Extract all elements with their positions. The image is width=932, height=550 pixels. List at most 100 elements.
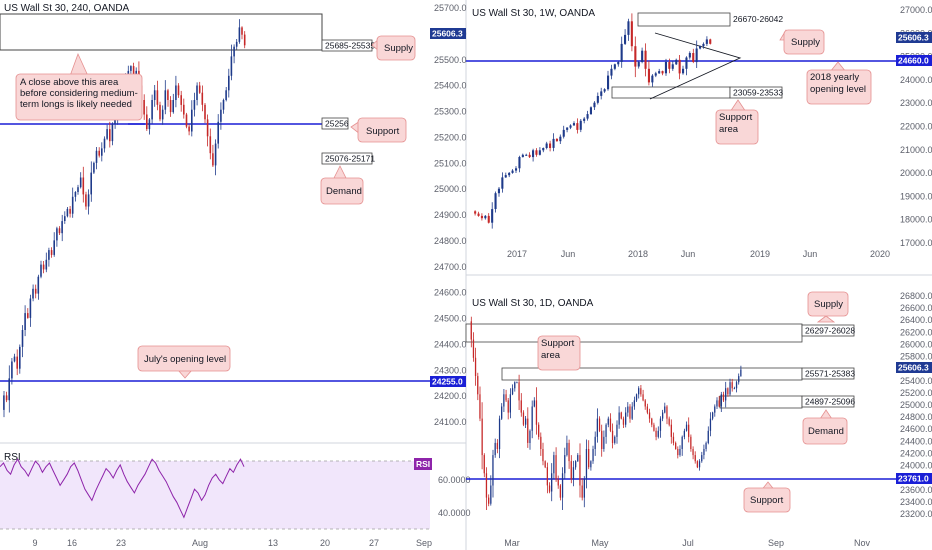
candle-body (559, 485, 561, 498)
candle-body (85, 194, 87, 207)
candle-body (679, 449, 681, 456)
candle-body (690, 436, 692, 449)
candle-body (185, 114, 188, 127)
candle-body (664, 406, 666, 413)
candle-body (521, 154, 524, 158)
callout-support-4h[interactable]: Support (350, 117, 407, 143)
callout-support-area-1d[interactable]: Support area (537, 335, 581, 371)
y-tick-label: 24000.0 (900, 461, 932, 471)
y-tick-label: 23200.0 (900, 509, 932, 519)
callout-supply-4h[interactable]: Supply (371, 35, 416, 61)
candle-body (95, 150, 98, 163)
candle-body (688, 53, 691, 58)
y-tick-label: 20000.0 (900, 168, 932, 178)
candle-body (611, 430, 614, 443)
candle-body (557, 479, 559, 486)
callout-support-1w[interactable]: Support area (715, 99, 759, 145)
candle-body (609, 418, 612, 431)
level-tag-1w (896, 55, 932, 66)
candle-body (518, 382, 520, 401)
candle-body (544, 461, 546, 468)
callout-supply-1w-text: Supply (791, 37, 820, 48)
callout-demand-1d[interactable]: Demand (802, 409, 848, 445)
candle-body (576, 123, 579, 130)
candle-body (45, 259, 48, 270)
candle-body (71, 196, 74, 214)
candle-body (109, 129, 111, 142)
x-tick-label: 20 (320, 538, 330, 548)
y-tick-label: 24400.0 (900, 436, 932, 446)
candle-body (511, 170, 514, 173)
candle-body (659, 418, 662, 431)
y-tick-label: 24500.0 (434, 314, 467, 324)
x-axis-1d[interactable]: Mar May Jul Sep Nov (504, 538, 870, 548)
rsi-panel[interactable]: RSI RSI 60.0000 40.0000 (0, 452, 471, 530)
candle-body (551, 473, 553, 492)
x-tick-label: May (591, 538, 609, 548)
support-zone-weekly-label-box (729, 86, 783, 99)
candle-body (233, 46, 235, 57)
candle-body (87, 194, 90, 207)
candle-body (477, 376, 479, 395)
y-tick-label: 26600.0 (900, 303, 932, 313)
candle-body (516, 382, 518, 384)
panel-1w[interactable]: US Wall St 30, 1W, OANDA 26670-26042 230… (466, 5, 932, 259)
x-axis-1w[interactable]: 2017 Jun 2018 Jun 2019 Jun 2020 (507, 249, 890, 259)
candle-body (477, 213, 480, 216)
candle-body (675, 59, 678, 65)
panel-1d[interactable]: US Wall St 30, 1D, OANDA 26297-26028 255… (465, 291, 932, 548)
candle-body (607, 418, 609, 425)
candle-body (504, 175, 507, 178)
price-tag-1d (896, 362, 932, 373)
candle-body (583, 479, 585, 498)
callout-supply-1d[interactable]: Supply (807, 291, 849, 323)
candle-body (494, 442, 496, 456)
y-axis-1d[interactable]: 26800.0 26600.0 26400.0 26200.0 26000.0 25800… (900, 291, 932, 519)
candle-body (685, 57, 688, 69)
callout-demand-4h[interactable]: Demand (320, 165, 364, 205)
candle-body (511, 388, 514, 395)
supply-zone-daily (465, 323, 803, 343)
panel-4h[interactable]: US Wall St 30, 240, OANDA 25685-25535 25… (0, 3, 467, 427)
y-axis-4h[interactable]: 25700.025600.025500.025400.025300.025200… (434, 3, 467, 427)
candle-body (90, 172, 92, 195)
candle-body (644, 400, 646, 407)
candle-body (670, 424, 672, 437)
y-tick-label: 24600.0 (434, 288, 467, 298)
candle-body (19, 346, 21, 369)
candle-body (647, 68, 650, 83)
callout-july[interactable]: July's opening level (137, 345, 231, 379)
callout-support-area-1d-text: Support area (541, 338, 575, 361)
candle-body (692, 53, 695, 62)
candle-body (605, 424, 607, 437)
candle-body (472, 339, 475, 358)
x-axis-4h[interactable]: 9 16 23 Aug 13 20 27 Sep (32, 538, 432, 548)
candle-body (655, 430, 657, 437)
candle-body (692, 449, 694, 456)
candle-body (589, 107, 592, 115)
candle-body (37, 276, 40, 294)
candle-body (8, 378, 10, 401)
candle-body (561, 473, 564, 498)
candle-body (601, 430, 603, 449)
callout-level-1w[interactable]: 2018 yearly opening level (806, 61, 872, 105)
callout-support-area-wrap: Support area (541, 338, 575, 361)
candle-body (627, 21, 630, 35)
callout-support-1d[interactable]: Support (743, 481, 791, 513)
candle-body (622, 418, 625, 425)
candle-body (24, 313, 26, 330)
candle-body (29, 298, 32, 318)
candle-body (225, 90, 227, 100)
candle-body (193, 100, 196, 110)
candle-body (525, 154, 528, 156)
callout-supply-1w[interactable]: Supply (779, 29, 825, 55)
callout-note[interactable]: A close above this area before consideri… (15, 52, 143, 121)
y-tick-label: 25800.0 (900, 352, 932, 362)
candle-body (699, 46, 702, 49)
y-tick-label: 21000.0 (900, 145, 932, 155)
y-tick-label: 26000.0 (900, 339, 932, 349)
candle-body (529, 430, 531, 443)
x-tick-label: 2019 (750, 249, 770, 259)
demand-zone-daily-label: 24897-25096 (805, 397, 855, 407)
callout-supply-text: Supply (384, 43, 413, 54)
